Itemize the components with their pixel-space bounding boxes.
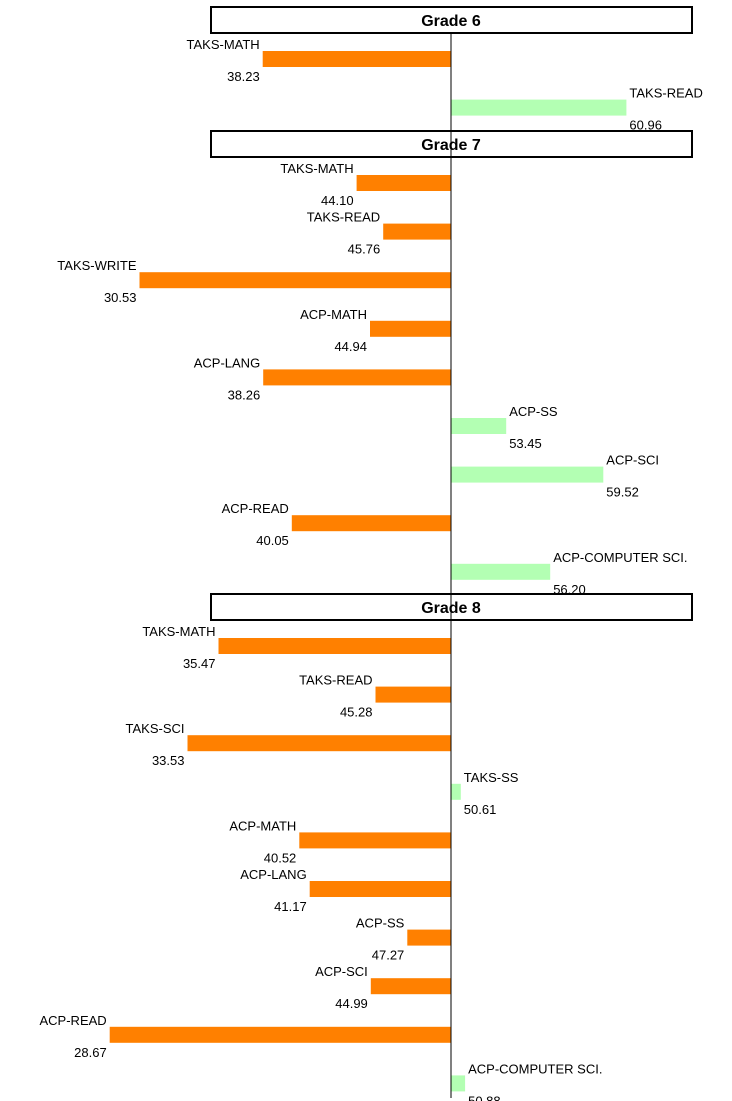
bar: [109, 1026, 451, 1043]
bar-label: ACP-READ: [222, 501, 289, 516]
bar-item: ACP-SCI 44.99: [315, 964, 451, 1011]
bar-value: 33.53: [152, 753, 185, 768]
bar-label: ACP-LANG: [240, 867, 306, 882]
grade-group: Grade 6 TAKS-MATH 38.23 TAKS-READ 60.96: [187, 6, 703, 133]
bar-item: TAKS-READ 45.28: [299, 673, 451, 720]
bar-label: TAKS-READ: [629, 86, 702, 101]
bar-item: ACP-COMPUTER SCI.56.20: [451, 550, 688, 597]
bar: [383, 223, 451, 240]
grade-header-title: Grade 6: [421, 13, 481, 30]
bar-value: 50.88: [468, 1093, 501, 1101]
bar-label: ACP-MATH: [300, 307, 367, 322]
bar-item: ACP-SS 47.27: [356, 916, 451, 963]
bar-item: TAKS-READ 45.76: [307, 210, 451, 257]
bar-value: 38.26: [228, 387, 261, 402]
grade-group: Grade 8TAKS-MATH35.47TAKS-READ45.28TAKS-…: [40, 593, 693, 1101]
bar-value: 28.67: [74, 1045, 107, 1060]
bar-label: TAKS-SS: [464, 770, 519, 785]
bar: [370, 978, 451, 995]
bar-value: 38.23: [227, 69, 260, 84]
bar: [375, 686, 451, 703]
bar-label: TAKS-MATH: [280, 161, 353, 176]
bar-item: ACP-LANG 41.17: [240, 867, 451, 914]
bar: [218, 638, 451, 654]
bar: [451, 563, 551, 580]
bar-value: 50.61: [464, 802, 497, 817]
bar-item: ACP-SS 53.45: [451, 404, 558, 451]
bar-item: TAKS-READ 60.96: [451, 86, 703, 133]
bar: [356, 175, 451, 191]
bar-label: TAKS-WRITE: [57, 258, 137, 273]
bar-value: 44.94: [334, 339, 367, 354]
bar-value: 41.17: [274, 899, 307, 914]
bar-value: 45.28: [340, 705, 373, 720]
bar-label: TAKS-MATH: [142, 624, 215, 639]
bar-item: TAKS-WRITE 30.53: [57, 258, 451, 305]
bar-value: 40.05: [256, 533, 289, 548]
bar-label: ACP-SS: [509, 404, 558, 419]
bar: [139, 272, 451, 289]
bar-value: 53.45: [509, 436, 542, 451]
bar-value: 30.53: [104, 290, 137, 305]
bar: [451, 99, 627, 116]
bar-item: ACP-MATH 44.94: [300, 307, 451, 354]
bar-item: TAKS-SS 50.61: [451, 770, 519, 817]
bar-value: 35.47: [183, 656, 216, 671]
bar-item: ACP-MATH 40.52: [229, 818, 451, 865]
bar-label: TAKS-SCI: [126, 721, 185, 736]
bar-item: ACP-READ 28.67: [40, 1013, 451, 1060]
bar-item: ACP-COMPUTER SCI. 50.88: [451, 1061, 602, 1101]
grade-header-box: [210, 6, 693, 34]
bar-item: ACP-LANG 38.26: [194, 355, 451, 402]
bar-value: 59.52: [606, 485, 639, 500]
bar-value: 60.96: [629, 118, 662, 133]
bar-label: TAKS-READ: [299, 673, 372, 688]
bar: [451, 1075, 466, 1092]
bar: [370, 320, 451, 337]
bar: [451, 466, 604, 483]
bar: [262, 51, 451, 67]
bar-label: ACP-READ: [40, 1013, 107, 1028]
bar: [309, 881, 451, 897]
bar: [451, 783, 461, 800]
bar-value: 47.27: [372, 948, 405, 963]
bar-value: 40.52: [264, 850, 297, 865]
bar-label: ACP-SCI: [606, 453, 659, 468]
bar: [451, 418, 507, 434]
bar-label: ACP-MATH: [229, 818, 296, 833]
bar-value: 44.10: [321, 193, 354, 208]
bar: [187, 735, 451, 752]
grade-groups: Grade 6 TAKS-MATH 38.23 TAKS-READ 60.96Grade…: [40, 6, 703, 1101]
bar-label: ACP-SCI: [315, 964, 368, 979]
bar: [407, 929, 451, 946]
bar: [291, 515, 451, 532]
bar-item: TAKS-MATH 35.47: [142, 624, 451, 671]
bar-label: ACP-LANG: [194, 355, 260, 370]
bar-label: TAKS-MATH: [187, 37, 260, 52]
bar: [263, 369, 451, 386]
bar-item: ACP-READ 40.05: [222, 501, 451, 548]
bar-label: ACP-COMPUTER SCI.: [553, 550, 687, 565]
bar-value: 44.99: [335, 996, 368, 1011]
bar-value: 45.76: [348, 242, 381, 257]
bar-item: TAKS-SCI 33.53: [126, 721, 451, 768]
bar-label: ACP-SS: [356, 916, 405, 931]
bar-item: ACP-SCI 59.52: [451, 453, 659, 500]
bar: [299, 832, 451, 849]
bar-item: TAKS-MATH 44.10: [280, 161, 451, 208]
bar-item: TAKS-MATH 38.23: [187, 37, 451, 84]
bar-label: TAKS-READ: [307, 210, 380, 225]
grade-group: Grade 7TAKS-MATH44.10TAKS-READ45.76TAKS-…: [57, 130, 693, 597]
bar-label: ACP-COMPUTER SCI.: [468, 1061, 602, 1076]
